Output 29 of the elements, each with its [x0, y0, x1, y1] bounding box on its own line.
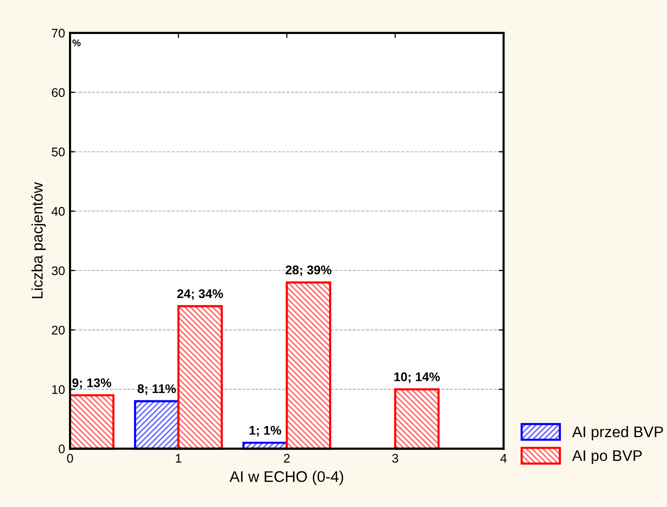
- bar: [286, 281, 332, 450]
- data-label: 28; 39%: [286, 266, 332, 276]
- bar: [134, 400, 180, 450]
- y-tick-label: 50: [52, 148, 65, 156]
- y-tick-label: 10: [52, 385, 65, 394]
- x-tick-label: 2: [284, 454, 290, 463]
- legend-label: AI przed BVP: [572, 426, 663, 440]
- x-tick-label: 3: [392, 454, 398, 463]
- legend-label: AI po BVP: [572, 450, 642, 464]
- bar: [177, 305, 223, 450]
- x-tick-label: 1: [176, 454, 182, 463]
- data-label: 8; 11%: [138, 384, 176, 395]
- y-tick-label: 70: [52, 28, 65, 38]
- data-label: 24; 34%: [177, 289, 224, 300]
- y-tick-label: 0: [58, 444, 65, 454]
- y-tick-label: 40: [52, 206, 65, 216]
- y-tick-label: 60: [52, 88, 65, 97]
- bar: [68, 394, 114, 450]
- data-label: 1; 1%: [250, 426, 282, 437]
- data-label: 9; 13%: [72, 378, 112, 390]
- x-tick-label: 4: [500, 454, 507, 463]
- annotation: %: [72, 39, 81, 46]
- x-tick-label: 0: [67, 454, 74, 463]
- y-axis-title: Liczba pacjentów: [31, 182, 46, 298]
- data-label: 10; 14%: [394, 372, 440, 384]
- y-tick-label: 30: [52, 266, 65, 276]
- x-axis-title: AI w ECHO (0-4): [230, 470, 344, 485]
- y-tick-label: 20: [52, 326, 65, 335]
- bar: [394, 388, 440, 450]
